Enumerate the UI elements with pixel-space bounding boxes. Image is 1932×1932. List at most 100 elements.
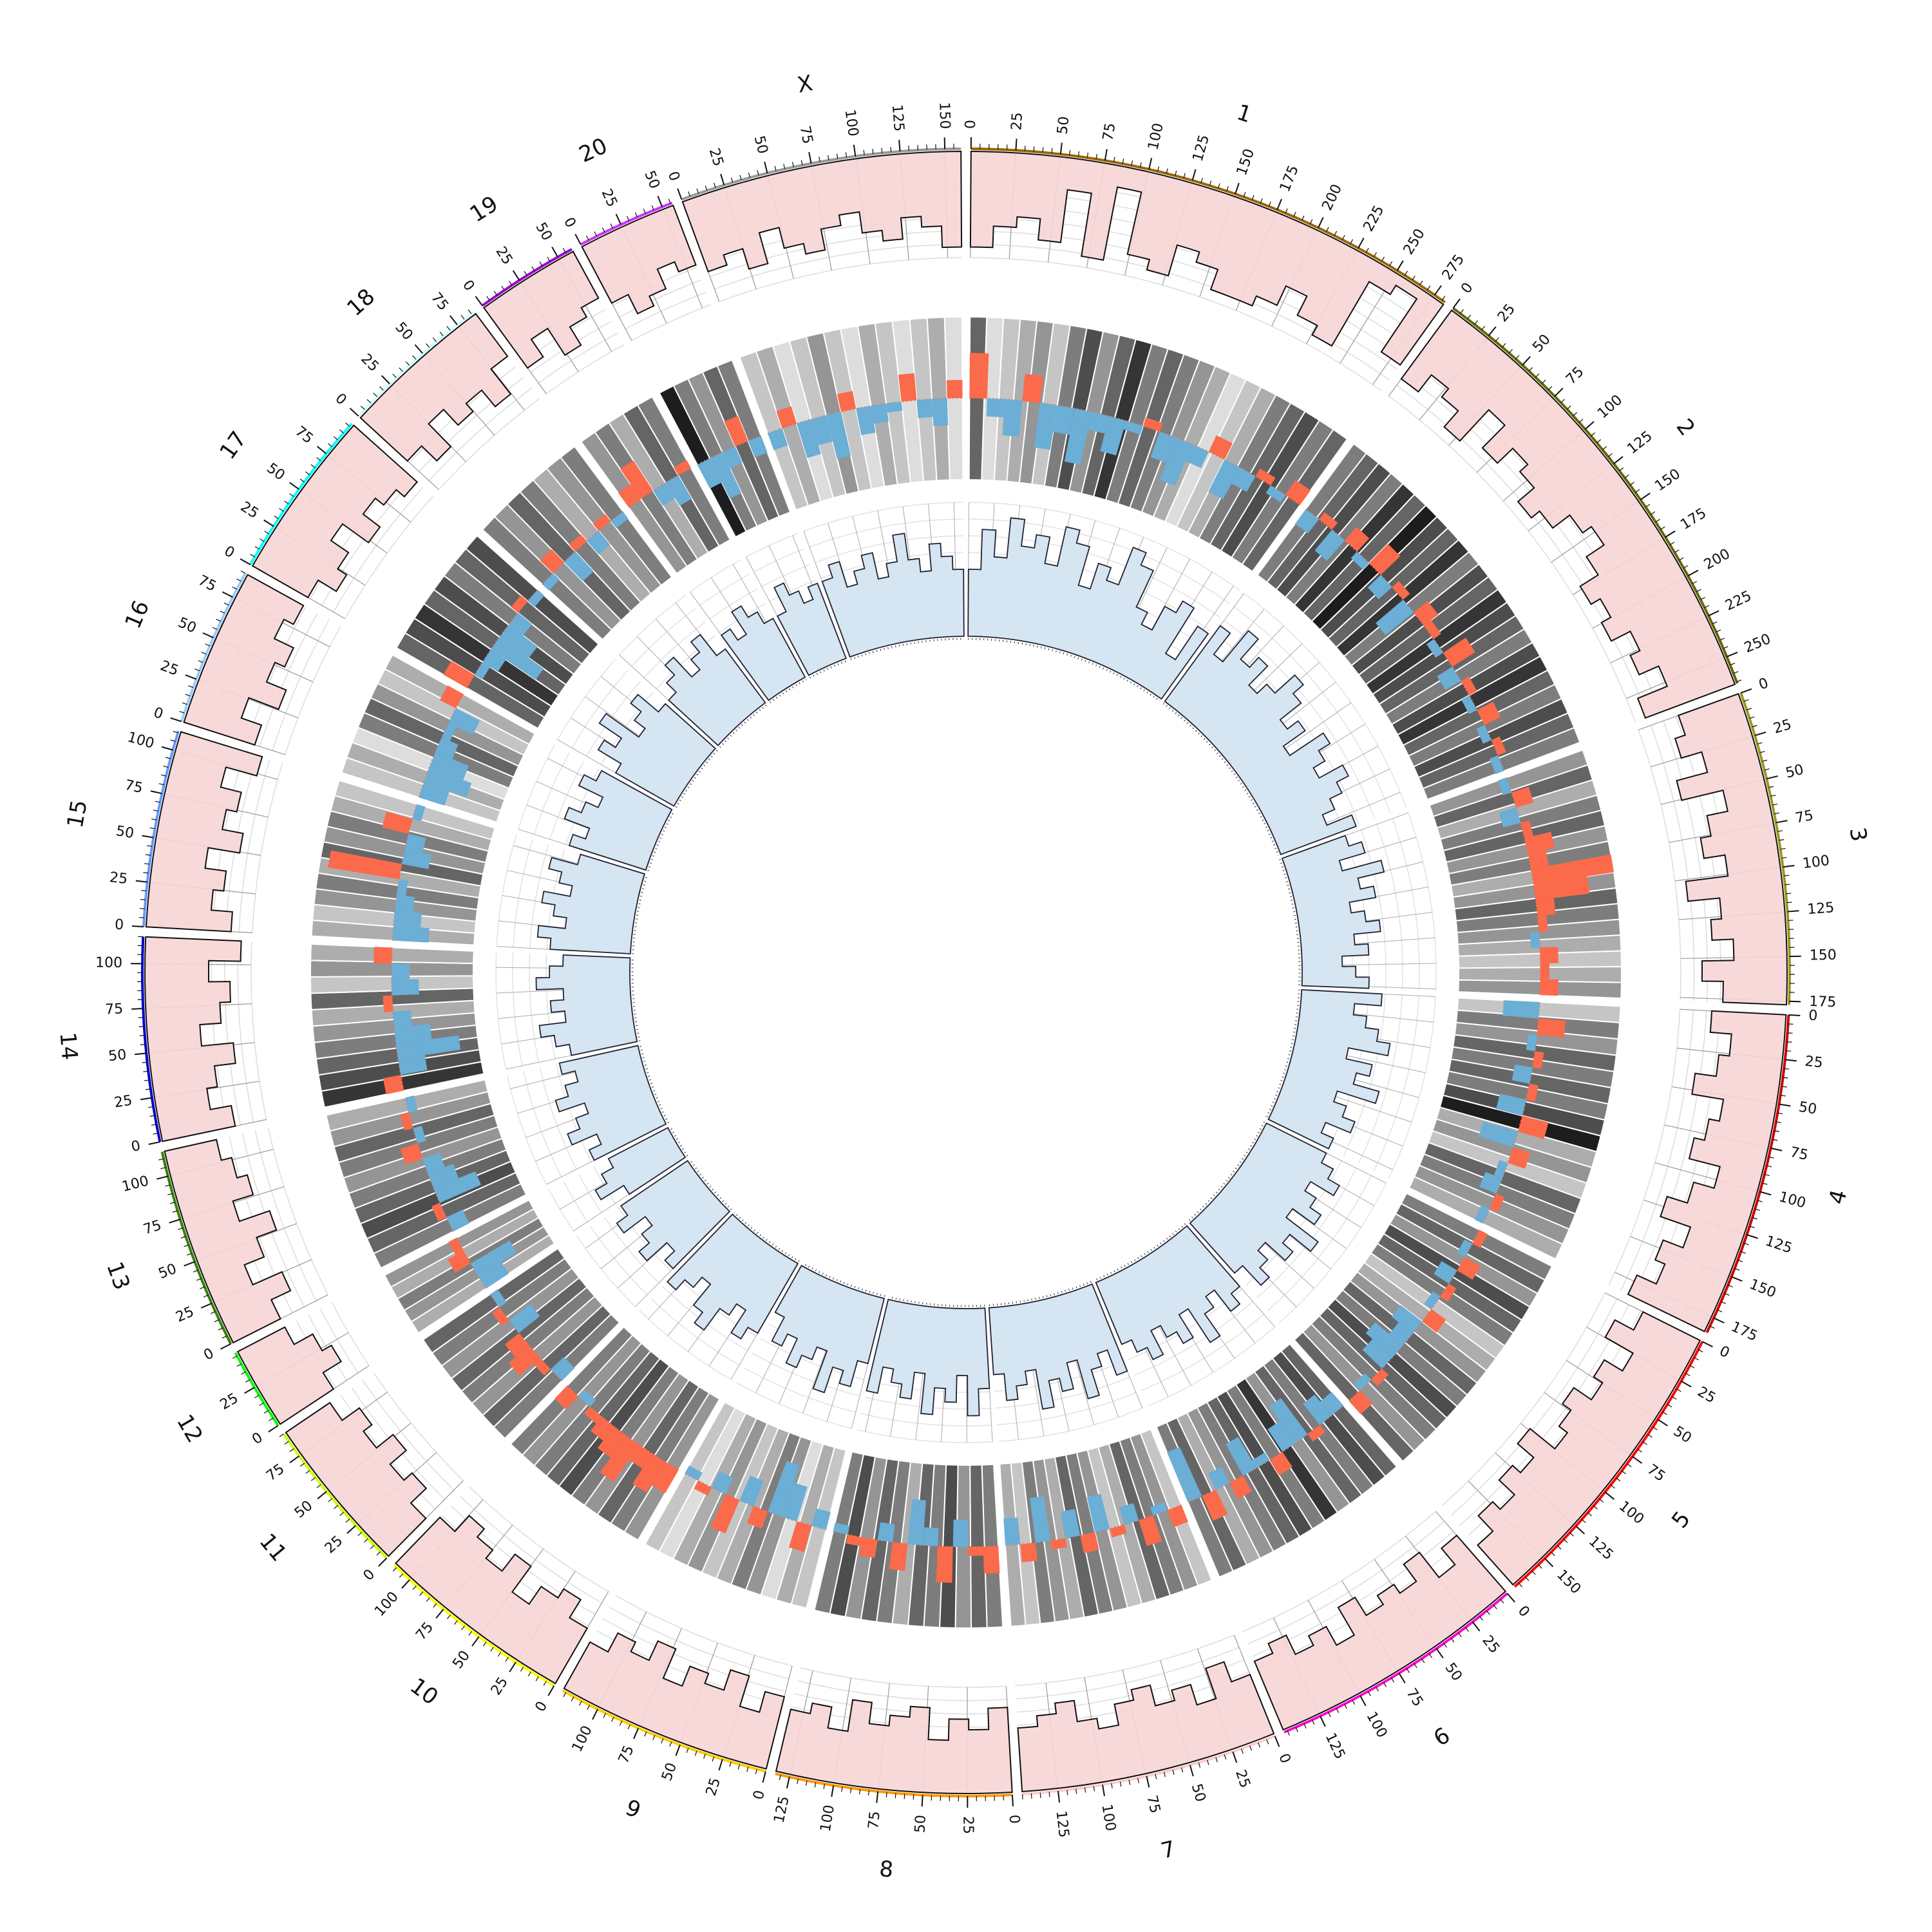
inner-grid-circle	[996, 1376, 1130, 1409]
minor-tick	[1467, 314, 1471, 319]
outer-grid-circle	[538, 332, 618, 384]
tick-label: 0	[1717, 1343, 1732, 1361]
minor-tick	[172, 1210, 178, 1213]
minor-tick	[490, 1647, 494, 1652]
chromosome-label: 11	[254, 1529, 292, 1567]
negative-bar	[1030, 1496, 1051, 1543]
minor-tick	[148, 1106, 154, 1108]
major-tick	[346, 1525, 356, 1534]
minor-tick	[578, 1700, 582, 1706]
minor-tick	[1736, 679, 1742, 683]
outer-grid-circle	[545, 344, 625, 395]
minor-tick	[1443, 1643, 1448, 1648]
minor-tick	[1694, 1357, 1699, 1361]
minor-tick	[1311, 1719, 1315, 1725]
positive-bar	[382, 811, 413, 834]
positive-bar	[776, 406, 797, 428]
minor-tick	[327, 443, 332, 448]
negative-bar	[1294, 509, 1320, 534]
chromosome-label: 1	[1234, 99, 1255, 128]
major-tick	[222, 591, 233, 598]
chromosome-label: 15	[62, 798, 93, 830]
negative-bar	[1479, 1121, 1519, 1148]
minor-tick	[186, 1253, 192, 1256]
chromosome-label: 3	[1844, 826, 1872, 843]
minor-tick	[1302, 215, 1305, 221]
minor-tick	[1621, 1470, 1626, 1475]
tick-label: 100	[1802, 853, 1831, 872]
minor-tick	[439, 332, 444, 337]
minor-tick	[254, 1394, 260, 1398]
outer-grid-circle	[710, 231, 962, 278]
tick-label: 25	[492, 244, 515, 268]
major-tick	[657, 196, 663, 207]
tick-label: 25	[113, 1093, 133, 1112]
tick-label: 75	[413, 1619, 437, 1643]
minor-tick	[1786, 1050, 1792, 1052]
minor-tick	[412, 355, 417, 360]
major-tick	[1435, 1648, 1444, 1659]
major-tick	[1059, 142, 1063, 155]
minor-tick	[305, 1470, 310, 1474]
tick-label: 50	[176, 614, 199, 636]
negative-bar	[1426, 639, 1443, 658]
chromosome-ideogram-arc	[141, 936, 162, 1142]
positive-bar	[1022, 374, 1044, 403]
minor-tick	[1217, 183, 1220, 189]
major-tick	[1191, 169, 1197, 181]
minor-tick	[155, 800, 160, 803]
minor-tick	[1724, 1293, 1730, 1296]
minor-tick	[1781, 1086, 1787, 1088]
tick-label: 0	[963, 120, 979, 129]
negative-bar	[402, 849, 431, 869]
tick-label: 125	[1322, 1730, 1349, 1762]
minor-tick	[1474, 320, 1479, 325]
tick-label: 0	[1458, 280, 1476, 297]
negative-bar	[1474, 1205, 1490, 1224]
tick-label: 100	[1616, 1498, 1647, 1528]
negative-bar	[542, 573, 560, 591]
minor-tick	[232, 586, 238, 590]
minor-tick	[1048, 1792, 1050, 1797]
inner-grid-circle	[760, 1338, 864, 1381]
minor-tick	[535, 1676, 539, 1681]
minor-tick	[345, 1519, 350, 1523]
inner-histogram	[1095, 1225, 1241, 1361]
outer-grid-circle	[251, 941, 267, 1120]
negative-bar	[1269, 1397, 1308, 1443]
minor-tick	[153, 1132, 158, 1135]
tick-label: 25	[1479, 1633, 1502, 1656]
minor-tick	[1077, 151, 1080, 157]
minor-tick	[1352, 1700, 1356, 1705]
positive-bar	[592, 514, 611, 531]
minor-tick	[170, 739, 176, 742]
tick-label: 100	[1363, 1709, 1390, 1741]
minor-tick	[163, 765, 169, 768]
minor-tick	[232, 1356, 238, 1359]
inner-grid-circle	[529, 953, 540, 1063]
outer-grid-circle	[469, 1486, 609, 1592]
outer-grid-circle	[419, 377, 524, 473]
tick-label: 75	[1100, 122, 1119, 142]
minor-tick	[1747, 708, 1752, 710]
minor-tick	[1515, 355, 1520, 360]
positive-bar	[724, 415, 748, 447]
major-tick	[131, 925, 144, 927]
minor-tick	[527, 1671, 531, 1677]
chromosome-label: 20	[575, 133, 611, 167]
positive-bar	[651, 1462, 679, 1493]
minor-tick	[1157, 166, 1160, 172]
positive-bar	[1491, 736, 1506, 755]
minor-tick	[364, 1538, 368, 1543]
minor-tick	[339, 429, 344, 433]
major-tick	[1452, 298, 1461, 309]
negative-bar	[508, 612, 533, 636]
minor-tick	[182, 702, 187, 705]
inner-grid-circle	[1373, 996, 1419, 1171]
outer-grid-circle	[285, 625, 341, 755]
negative-bar	[1434, 1261, 1457, 1284]
minor-tick	[1224, 1754, 1227, 1760]
tick-label: 100	[372, 1589, 402, 1620]
minor-tick	[1373, 252, 1377, 258]
